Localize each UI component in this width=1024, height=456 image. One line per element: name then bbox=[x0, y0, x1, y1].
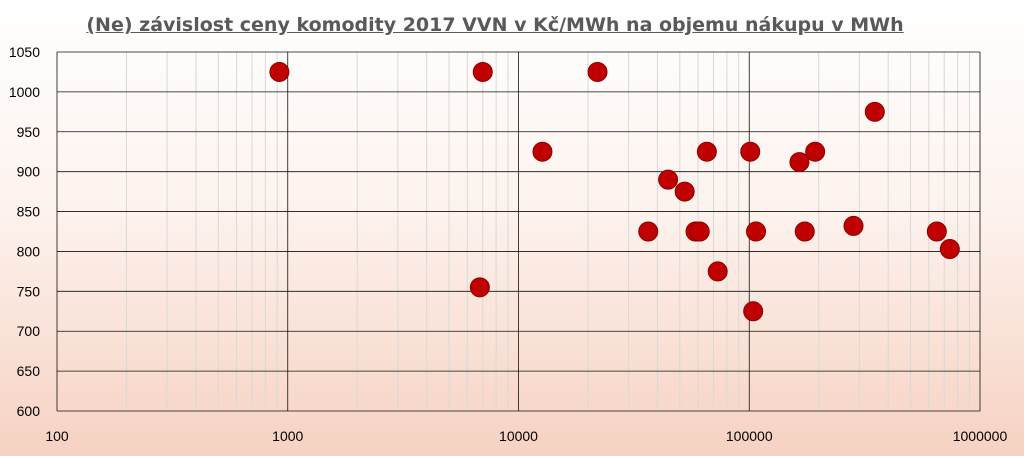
y-tick-label: 700 bbox=[17, 323, 41, 339]
x-tick-label: 100 bbox=[45, 428, 69, 444]
data-point bbox=[743, 301, 764, 322]
y-tick-label: 800 bbox=[17, 243, 41, 259]
y-tick-label: 950 bbox=[17, 124, 41, 140]
data-point bbox=[587, 61, 608, 82]
data-point bbox=[843, 215, 864, 236]
minor-gridlines bbox=[125, 52, 970, 411]
data-point bbox=[740, 141, 761, 162]
data-point bbox=[532, 141, 553, 162]
data-point bbox=[269, 61, 290, 82]
x-tick-label: 10000 bbox=[499, 428, 538, 444]
data-point bbox=[926, 221, 947, 242]
data-point bbox=[696, 141, 717, 162]
data-point bbox=[805, 141, 826, 162]
data-point bbox=[789, 152, 810, 173]
data-point bbox=[864, 101, 885, 122]
data-point bbox=[472, 61, 493, 82]
data-point bbox=[794, 221, 815, 242]
data-points bbox=[269, 61, 960, 322]
x-tick-label: 1000 bbox=[272, 428, 303, 444]
y-tick-label: 1050 bbox=[9, 44, 40, 60]
y-tick-label: 600 bbox=[17, 403, 41, 419]
x-tick-label: 100000 bbox=[726, 428, 773, 444]
data-point bbox=[674, 181, 695, 202]
x-tick-labels: 100 1000 10000 100000 1000000 bbox=[45, 428, 1007, 444]
data-point bbox=[707, 261, 728, 282]
data-point bbox=[658, 169, 679, 190]
y-tick-labels: 600 650 700 750 800 850 900 950 1000 1050 bbox=[9, 44, 40, 419]
x-tick-label: 1000000 bbox=[953, 428, 1008, 444]
data-point bbox=[689, 221, 710, 242]
data-point bbox=[469, 277, 490, 298]
data-point bbox=[638, 221, 659, 242]
y-tick-label: 1000 bbox=[9, 84, 40, 100]
chart-title: (Ne) závislost ceny komodity 2017 VVN v … bbox=[86, 14, 904, 36]
y-tick-label: 850 bbox=[17, 204, 41, 220]
data-point bbox=[939, 239, 960, 260]
y-tick-label: 650 bbox=[17, 363, 41, 379]
y-tick-label: 900 bbox=[17, 164, 41, 180]
data-point bbox=[746, 221, 767, 242]
major-gridlines bbox=[56, 51, 981, 412]
y-tick-label: 750 bbox=[17, 283, 41, 299]
